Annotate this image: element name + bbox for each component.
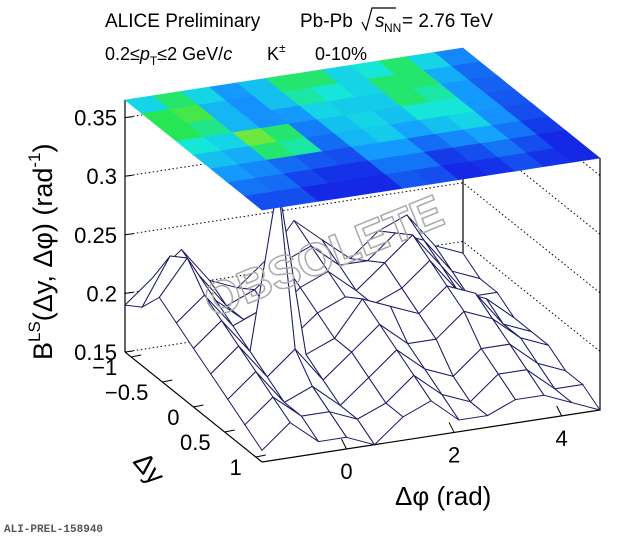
y-tick bbox=[255, 454, 266, 458]
kin-part: T bbox=[150, 54, 158, 68]
particle-sup: ± bbox=[279, 41, 286, 55]
z-tick bbox=[124, 174, 134, 177]
axis-line bbox=[261, 409, 601, 463]
centrality: 0-10% bbox=[315, 44, 367, 64]
z-tick bbox=[124, 350, 134, 353]
x-tick bbox=[341, 438, 347, 450]
z-title-part: B bbox=[28, 342, 58, 360]
surface-cell bbox=[244, 396, 291, 452]
footer: ALI-PREL-158940 bbox=[4, 524, 103, 536]
kin-part: c bbox=[223, 44, 232, 64]
x-tick bbox=[448, 422, 455, 433]
z-tick bbox=[124, 116, 134, 119]
x-tick bbox=[556, 405, 563, 417]
y-tick bbox=[224, 429, 235, 433]
kin-part: 0.2≤ bbox=[105, 44, 140, 64]
z-tick-label: 0.2 bbox=[86, 281, 117, 306]
z-title-part: -1 bbox=[25, 152, 44, 167]
z-title-part: ) bbox=[28, 143, 58, 152]
y-tick-label: −1 bbox=[92, 355, 117, 380]
z-axis-title: BLS(Δy, Δφ) (rad-1) bbox=[25, 143, 58, 360]
particle-name: K bbox=[267, 44, 279, 64]
z-title-part: LS bbox=[25, 321, 44, 342]
x-tick-label: 4 bbox=[556, 426, 568, 451]
x-tick-label: 0 bbox=[340, 459, 352, 484]
z-tick-label: 0.35 bbox=[74, 106, 117, 131]
y-tick bbox=[131, 354, 142, 358]
title: ALICE Preliminary bbox=[105, 11, 261, 32]
z-tick-label: 0.3 bbox=[86, 164, 117, 189]
y-tick-label: −0.5 bbox=[105, 380, 148, 405]
z-tick-label: 0.15 bbox=[74, 340, 117, 365]
y-tick-label: 0 bbox=[167, 405, 179, 430]
kin-part: ≤2 GeV/ bbox=[157, 44, 223, 64]
foreground: −1−0.500.51 024 bbox=[92, 354, 568, 484]
contour-cell bbox=[554, 143, 601, 163]
y-tick-label: 0.5 bbox=[180, 430, 211, 455]
z-title-part: (Δy, Δφ) (rad bbox=[28, 168, 58, 322]
surface bbox=[123, 182, 602, 452]
system: Pb-Pb bbox=[300, 11, 353, 32]
energy-sub: NN bbox=[384, 21, 401, 35]
particle: K± bbox=[267, 41, 286, 64]
energy-symbol: s bbox=[375, 11, 385, 32]
y-tick bbox=[193, 404, 204, 408]
z-tick bbox=[124, 291, 134, 294]
contour-plane bbox=[124, 47, 601, 211]
sqrt-sign bbox=[361, 7, 396, 32]
x-axis-title: Δφ (rad) bbox=[395, 481, 491, 511]
x-tick-label: 2 bbox=[448, 442, 460, 467]
energy: = 2.76 TeV bbox=[402, 11, 493, 32]
kin-part: p bbox=[139, 44, 150, 64]
y-tick-label: 1 bbox=[230, 455, 242, 480]
kinematics: 0.2≤pT≤2 GeV/c bbox=[105, 44, 232, 68]
z-tick bbox=[124, 233, 134, 236]
y-axis-title: Δy bbox=[127, 447, 171, 491]
y-tick bbox=[162, 379, 173, 383]
z-tick-label: 0.25 bbox=[74, 223, 117, 248]
